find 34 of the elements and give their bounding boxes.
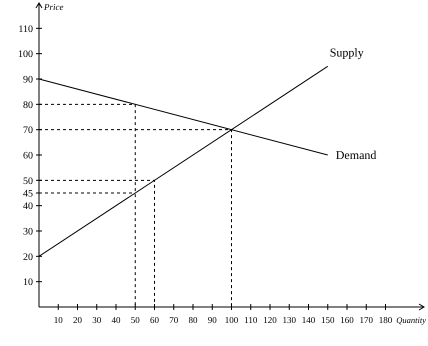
y-tick-label: 30: [23, 226, 33, 238]
x-axis-title: Quantity: [396, 315, 426, 325]
x-tick-label: 50: [130, 315, 140, 325]
series-label: Supply: [330, 45, 364, 60]
x-tick-label: 80: [188, 315, 198, 325]
x-tick-label: 100: [224, 315, 239, 325]
x-tick-label: 160: [340, 315, 354, 325]
x-tick-label: 90: [208, 315, 218, 325]
y-tick-label: 10: [23, 277, 33, 288]
x-tick-label: 170: [360, 315, 374, 325]
x-tick-label: 20: [73, 315, 82, 325]
x-tick-label: 140: [302, 315, 316, 325]
y-tick-label: 40: [23, 201, 33, 212]
y-tick-label: 70: [23, 125, 33, 136]
x-tick-label: 10: [54, 315, 64, 325]
x-tick-label: 180: [378, 315, 393, 325]
x-tick-label: 110: [244, 315, 258, 325]
y-tick-label: 50: [23, 176, 33, 187]
y-tick-label: 60: [23, 150, 33, 162]
y-tick-label: 80: [23, 100, 33, 111]
y-tick-label: 90: [23, 74, 33, 86]
y-tick-label: 100: [18, 49, 33, 60]
x-tick-label: 40: [112, 315, 121, 325]
x-tick-label: 30: [92, 315, 102, 325]
y-tick-label: 45: [23, 188, 33, 200]
x-tick-label: 70: [169, 315, 179, 325]
x-tick-label: 130: [282, 315, 296, 325]
y-axis-title: Price: [43, 2, 64, 12]
x-tick-label: 60: [150, 315, 160, 325]
series-label: Demand: [336, 148, 376, 162]
y-tick-label: 20: [23, 252, 33, 263]
y-tick-label: 110: [18, 24, 33, 35]
x-tick-label: 150: [321, 315, 335, 325]
x-tick-label: 120: [263, 315, 278, 325]
